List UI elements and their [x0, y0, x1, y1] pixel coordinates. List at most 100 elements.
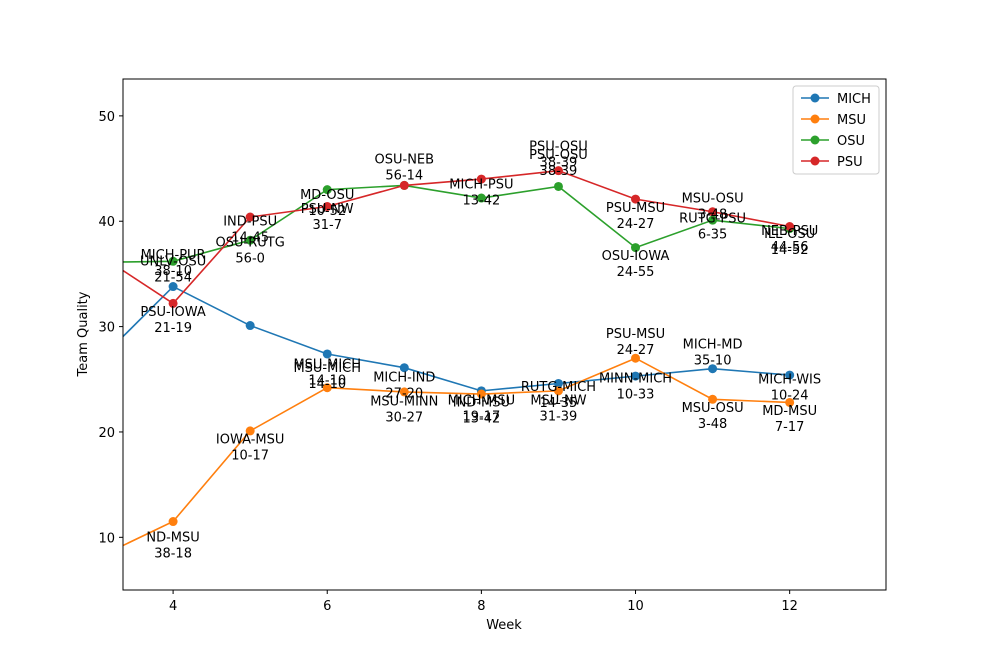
- legend-label-mich: MICH: [837, 92, 871, 107]
- annotation-line: MICH-PSU: [449, 178, 513, 193]
- annotation-line: 24-55: [617, 265, 655, 280]
- annotation-line: 10-52: [308, 204, 346, 219]
- x-tick-label: 12: [781, 599, 798, 614]
- annotation-label: ND-MSU 38-18: [146, 531, 199, 562]
- annotation-label: MSU-NW 31-39: [530, 394, 586, 425]
- data-point-msu-3: [322, 383, 332, 393]
- annotation-line: PSU-NW: [301, 202, 354, 217]
- annotation-line: 38-18: [154, 547, 192, 562]
- annotation-label: MICH-WIS 10-24: [758, 372, 821, 403]
- annotation-label: MSU-OSU 3-48: [682, 191, 744, 222]
- annotation-label: IOWA-MSU 10-17: [216, 433, 285, 464]
- annotation-label: RUTG-MICH 14-35: [521, 380, 596, 411]
- annotation-line: MD-OSU: [300, 188, 354, 203]
- data-point-psu-1: [168, 298, 178, 308]
- annotation-line: 14-10: [308, 374, 346, 389]
- legend-marker-osu: [810, 135, 820, 145]
- annotation-line: PSU-OSU: [529, 148, 588, 163]
- annotation-line: 14-45: [231, 230, 269, 245]
- y-tick-label: 20: [98, 426, 115, 441]
- annotation-line: RUTG-PSU: [679, 211, 746, 226]
- annotation-line: MSU-MICH: [293, 361, 361, 376]
- annotation-label: IND-MSU 13-42: [453, 396, 510, 427]
- plot-content: UUIMICH-PUR38-10UNLV-OSU21-54PSU-IOWA21-…: [123, 140, 821, 562]
- axes-frame: [122, 78, 887, 591]
- data-point-osu-5: [476, 193, 486, 203]
- annotation-layer: UUIMICH-PUR38-10UNLV-OSU21-54PSU-IOWA21-…: [140, 140, 821, 562]
- series-mich: [123, 282, 795, 396]
- annotation-label: MICH-IND 27-20: [373, 370, 435, 401]
- annotation-label: PSU-MSU 24-27: [606, 201, 665, 232]
- series-layer: [123, 166, 795, 547]
- annotation-line: PSU-OSU: [529, 140, 588, 155]
- annotation-line: 38-39: [540, 156, 578, 171]
- data-point-msu-7: [631, 353, 641, 363]
- annotation-line: MSU-MINN: [370, 395, 438, 410]
- data-point-mich-9: [785, 370, 795, 380]
- annotation-line: 21-54: [154, 270, 192, 285]
- annotation-line: PSU-IOWA: [140, 305, 206, 320]
- annotation-line: 24-27: [617, 217, 655, 232]
- data-point-msu-5: [476, 389, 486, 399]
- annotation-line: MSU-MICH: [293, 358, 361, 373]
- annotation-line: MINN-MICH: [599, 371, 672, 386]
- y-tick-label: 10: [98, 531, 115, 546]
- data-point-mich-2: [245, 321, 255, 331]
- annotation-line: MSU-NW: [530, 394, 586, 409]
- y-axis-label: Team Quality: [76, 291, 91, 377]
- annotation-line: UNLV-OSU: [140, 254, 206, 269]
- annotation-line: 21-19: [154, 321, 192, 336]
- data-point-mich-4: [399, 363, 409, 373]
- annotation-line: 19-17: [462, 410, 500, 425]
- annotation-line: 31-39: [540, 410, 578, 425]
- data-point-psu-3: [322, 201, 332, 211]
- annotation-label: MICH-MSU 19-17: [448, 394, 516, 425]
- data-point-msu-4: [399, 387, 409, 397]
- annotation-label: NEB-PSU 44-56: [761, 224, 818, 255]
- legend: MICH MSU OSU PSU: [792, 85, 880, 175]
- annotation-line: NEB-PSU: [761, 224, 818, 239]
- series-line-psu: [123, 169, 790, 305]
- data-point-psu-7: [631, 194, 641, 204]
- legend-label-osu: OSU: [837, 134, 865, 149]
- annotation-line: 30-27: [385, 411, 423, 426]
- series-osu: [123, 180, 795, 266]
- data-point-osu-7: [631, 243, 641, 253]
- data-point-psu-4: [399, 180, 409, 190]
- annotation-line: ND-MSU: [146, 531, 199, 546]
- annotation-line: 14-52: [771, 243, 809, 258]
- annotation-line: 31-7: [312, 218, 342, 233]
- annotation-line: 14-10: [308, 377, 346, 392]
- annotation-line: 10-24: [771, 388, 809, 403]
- data-point-osu-3: [322, 185, 332, 195]
- annotation-line: 24-27: [617, 343, 655, 358]
- annotation-line: 27-20: [385, 386, 423, 401]
- annotation-line: 56-14: [385, 168, 423, 183]
- data-point-psu-5: [476, 174, 486, 184]
- y-tick-label: 40: [98, 215, 115, 230]
- legend-marker-mich: [810, 93, 820, 103]
- annotation-label: MICH-PSU 13-42: [449, 178, 513, 209]
- x-tick-label: 6: [323, 599, 331, 614]
- data-point-psu-6: [553, 166, 563, 176]
- x-tick-label: 10: [627, 599, 644, 614]
- annotation-label: PSU-OSU 38-39: [529, 148, 588, 179]
- annotation-label: OSU-IOWA 24-55: [602, 249, 670, 280]
- annotation-label: ILL-OSU 14-52: [764, 227, 815, 258]
- annotation-label: OSU-RUTG 56-0: [216, 236, 285, 267]
- series-line-osu: [123, 184, 790, 263]
- annotation-line: 10-17: [231, 449, 269, 464]
- annotation-label: MINN-MICH 10-33: [599, 371, 672, 402]
- annotation-line: MICH-MD: [683, 338, 743, 353]
- annotation-label: MD-MSU 7-17: [762, 404, 817, 435]
- legend-box: [792, 85, 880, 175]
- data-point-msu-6: [553, 386, 563, 396]
- plot-area: [123, 79, 886, 590]
- data-point-mich-6: [553, 378, 563, 388]
- annotation-label: MD-OSU 10-52: [300, 188, 354, 219]
- annotation-line: IOWA-MSU: [216, 433, 285, 448]
- data-point-msu-9: [785, 397, 795, 407]
- annotation-line: MICH-MSU: [448, 394, 516, 409]
- annotation-label: PSU-OSU 38-39: [529, 140, 588, 171]
- annotation-label: MSU-MINN 30-27: [370, 395, 438, 426]
